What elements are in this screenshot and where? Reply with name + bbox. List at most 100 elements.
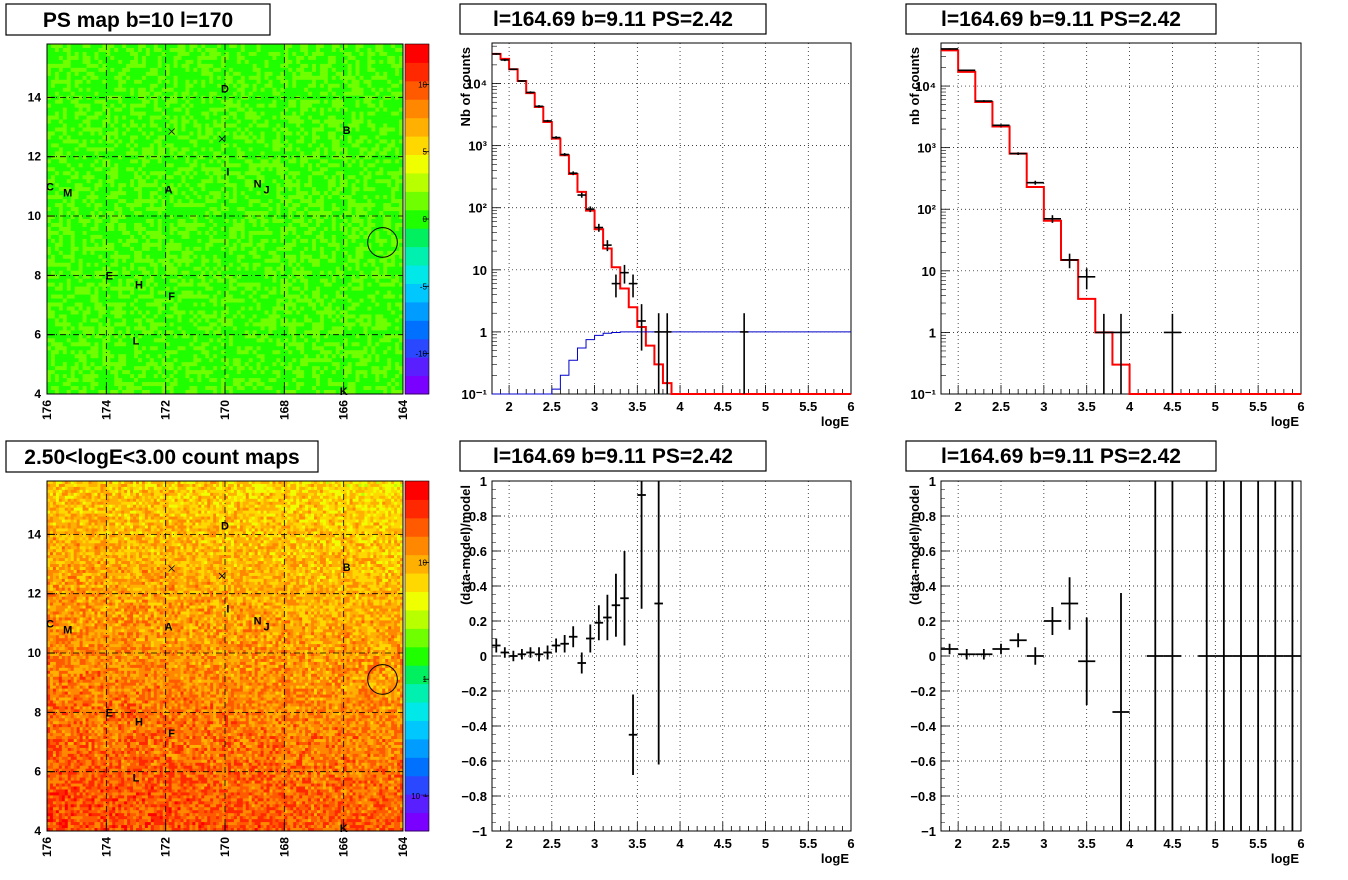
heatmap-cell bbox=[181, 103, 186, 109]
heatmap-cell bbox=[296, 59, 301, 65]
heatmap-cell bbox=[86, 59, 91, 65]
heatmap-cell bbox=[153, 258, 159, 264]
heatmap-cell bbox=[363, 135, 368, 140]
heatmap-cell bbox=[169, 123, 174, 128]
heatmap-cell bbox=[228, 230, 234, 236]
heatmap-cell bbox=[391, 75, 396, 81]
heatmap-cell bbox=[98, 67, 103, 73]
heatmap-cell bbox=[181, 230, 186, 236]
heatmap-cell bbox=[110, 234, 115, 240]
heatmap-cell bbox=[70, 44, 76, 49]
heatmap-cell bbox=[177, 199, 182, 204]
heatmap-cell bbox=[181, 207, 186, 212]
heatmap-cell bbox=[236, 75, 242, 81]
heatmap-cell bbox=[256, 179, 261, 184]
heatmap-cell bbox=[201, 95, 206, 101]
heatmap-cell bbox=[82, 238, 87, 244]
heatmap-cell bbox=[339, 91, 345, 97]
heatmap-cell bbox=[327, 107, 333, 113]
heatmap-cell bbox=[86, 44, 91, 49]
heatmap-cell bbox=[213, 258, 218, 264]
heatmap-cell bbox=[102, 75, 107, 81]
heatmap-cell bbox=[327, 83, 333, 89]
heatmap-cell bbox=[70, 159, 76, 164]
heatmap-cell bbox=[343, 155, 349, 160]
heatmap-cell bbox=[391, 103, 396, 109]
heatmap-cell bbox=[169, 87, 174, 93]
heatmap-cell bbox=[232, 203, 238, 208]
heatmap-cell bbox=[169, 75, 174, 81]
heatmap-cell bbox=[74, 91, 80, 97]
heatmap-cell bbox=[304, 99, 309, 105]
heatmap-cell bbox=[252, 242, 258, 248]
heatmap-cell bbox=[331, 147, 337, 152]
heatmap-cell bbox=[74, 179, 80, 184]
heatmap-cell bbox=[399, 175, 404, 180]
heatmap-cell bbox=[264, 51, 269, 57]
heatmap-cell bbox=[375, 51, 380, 57]
heatmap-cell bbox=[106, 230, 111, 236]
heatmap-cell bbox=[244, 179, 250, 184]
heatmap-cell bbox=[343, 135, 349, 140]
heatmap-cell bbox=[62, 55, 68, 61]
heatmap-cell bbox=[256, 222, 261, 228]
heatmap-cell bbox=[153, 262, 159, 268]
heatmap-cell bbox=[268, 111, 273, 116]
heatmap-cell bbox=[130, 179, 135, 184]
heatmap-cell bbox=[177, 131, 182, 136]
heatmap-cell bbox=[106, 215, 111, 220]
heatmap-cell bbox=[335, 215, 341, 220]
heatmap-cell bbox=[359, 242, 364, 248]
heatmap-cell bbox=[292, 159, 297, 164]
heatmap-cell bbox=[106, 131, 111, 136]
heatmap-cell bbox=[280, 103, 285, 109]
heatmap-cell bbox=[387, 230, 392, 236]
heatmap-cell bbox=[94, 135, 99, 140]
heatmap-cell bbox=[78, 119, 83, 124]
heatmap-cell bbox=[387, 215, 392, 220]
heatmap-cell bbox=[82, 131, 87, 136]
heatmap-cell bbox=[232, 55, 238, 61]
heatmap-cell bbox=[240, 111, 246, 116]
heatmap-cell bbox=[280, 44, 285, 49]
heatmap-cell bbox=[217, 111, 222, 116]
heatmap-cell bbox=[173, 87, 178, 93]
heatmap-cell bbox=[213, 139, 218, 144]
heatmap-cell bbox=[181, 179, 186, 184]
heatmap-cell bbox=[327, 207, 333, 212]
heatmap-cell bbox=[145, 147, 151, 152]
heatmap-cell bbox=[395, 107, 400, 113]
heatmap-cell bbox=[114, 79, 119, 85]
heatmap-cell bbox=[213, 63, 218, 69]
heatmap-cell bbox=[126, 250, 131, 256]
heatmap-cell bbox=[399, 167, 404, 172]
heatmap-cell bbox=[94, 115, 99, 120]
heatmap-cell bbox=[339, 238, 345, 244]
heatmap-cell bbox=[327, 175, 333, 180]
heatmap-cell bbox=[82, 103, 87, 109]
heatmap-cell bbox=[240, 59, 246, 65]
heatmap-cell bbox=[50, 219, 56, 224]
heatmap-cell bbox=[213, 159, 218, 164]
heatmap-cell bbox=[181, 87, 186, 93]
heatmap-cell bbox=[145, 211, 151, 216]
heatmap-cell bbox=[343, 103, 349, 109]
heatmap-cell bbox=[335, 179, 341, 184]
heatmap-cell bbox=[221, 99, 226, 105]
heatmap-cell bbox=[78, 171, 83, 176]
heatmap-cell bbox=[228, 63, 234, 69]
heatmap-cell bbox=[276, 230, 281, 236]
heatmap-cell bbox=[169, 107, 174, 113]
heatmap-cell bbox=[272, 167, 277, 172]
heatmap-cell bbox=[90, 123, 95, 128]
heatmap-cell bbox=[272, 123, 277, 128]
heatmap-cell bbox=[347, 250, 352, 256]
heatmap-cell bbox=[145, 175, 151, 180]
heatmap-cell bbox=[66, 99, 72, 105]
heatmap-cell bbox=[391, 167, 396, 172]
heatmap-cell bbox=[130, 215, 135, 220]
heatmap-cell bbox=[359, 115, 364, 120]
heatmap-cell bbox=[236, 135, 242, 140]
heatmap-cell bbox=[122, 159, 127, 164]
heatmap-cell bbox=[205, 254, 210, 260]
